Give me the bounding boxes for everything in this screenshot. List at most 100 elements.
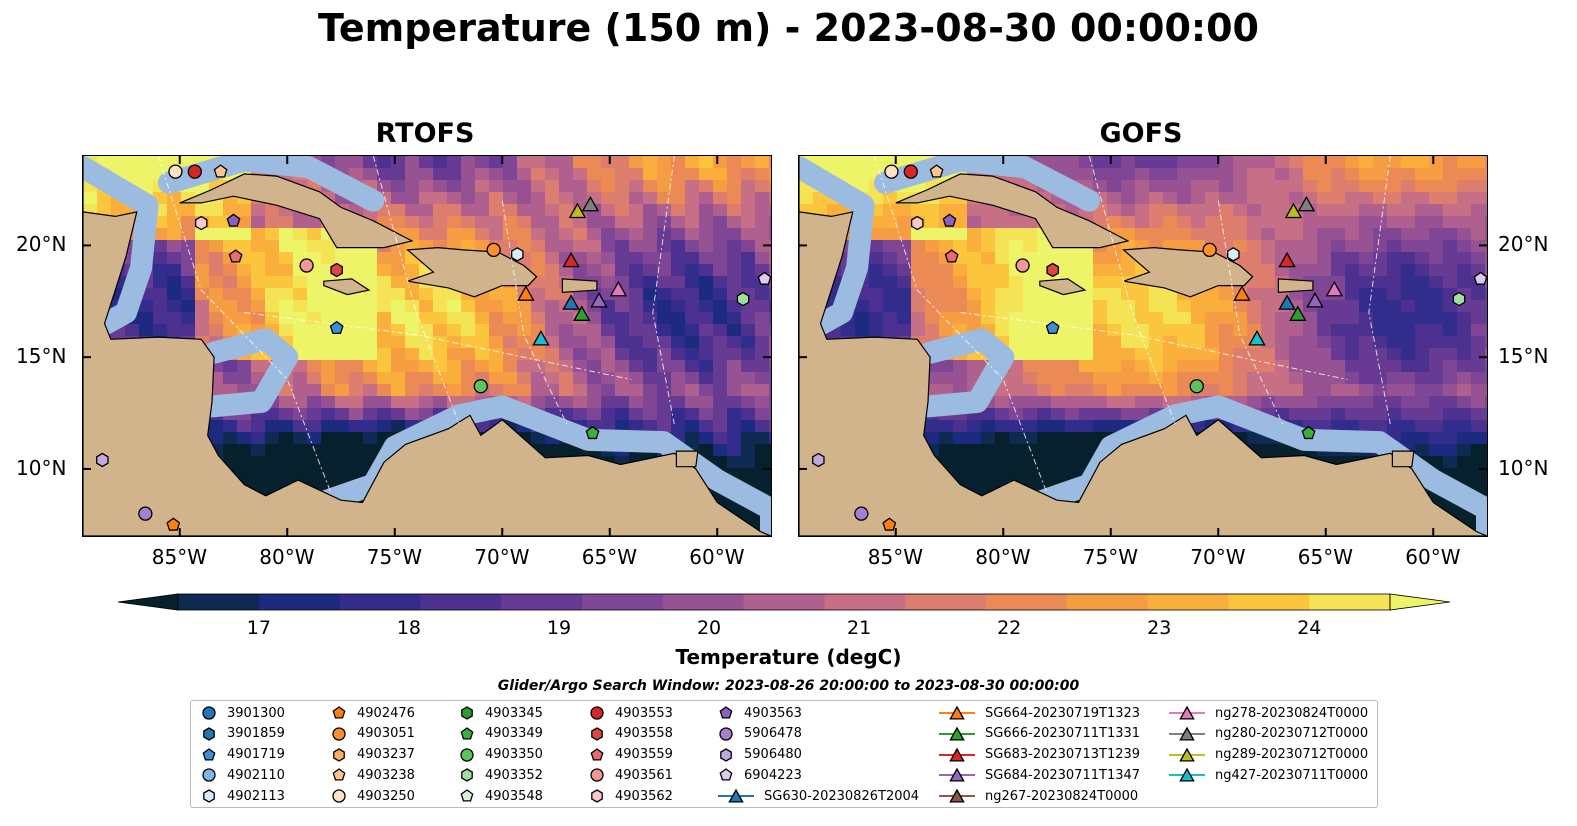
colorbar-segment [986, 594, 1068, 610]
legend-marker-4902476 [332, 706, 346, 719]
marker-4903349 [1301, 425, 1316, 440]
legend-label: 4901719 [227, 747, 285, 763]
legend-swatch [939, 705, 975, 720]
legend-item: 4902476 [331, 705, 415, 721]
legend-swatch [590, 768, 604, 783]
panel-title-rtofs: RTOFS [375, 118, 475, 149]
marker-4903563 [226, 213, 241, 227]
colorbar-segment [501, 594, 583, 610]
legend-label: 4903238 [357, 767, 415, 783]
marker-4903250 [884, 164, 899, 179]
marker-ng289-20230712T0000 [1284, 202, 1303, 219]
figure-title: Temperature (150 m) - 2023-08-30 00:00:0… [317, 6, 1259, 50]
marker-4903051 [1202, 242, 1217, 258]
legend-swatch [939, 788, 975, 803]
marker-ng280-20230712T0000 [581, 195, 600, 212]
legend-item: 4903561 [589, 767, 673, 783]
legend-swatch [591, 789, 603, 803]
legend-item: ng427-20230711T0000 [1169, 767, 1368, 783]
marker-SG664-20230719T1323 [517, 285, 535, 301]
marker-4903561 [299, 258, 314, 273]
y-tick-label-right: 15°N [1498, 344, 1549, 369]
legend-swatch [718, 788, 754, 803]
legend-swatch [1169, 726, 1205, 741]
legend-label: SG666-20230711T1331 [985, 726, 1141, 742]
shallow-shelf [917, 328, 1015, 418]
colorbar-segment [339, 594, 421, 610]
legend-marker-4903561 [590, 768, 604, 783]
rtofs-map [82, 155, 772, 537]
legend-item: SG684-20230711T1347 [939, 767, 1140, 783]
marker-SG630-20230826T2004 [562, 294, 580, 310]
legend-swatch [719, 768, 733, 781]
colorbar-segment [258, 594, 341, 610]
legend-marker-4903548 [460, 789, 474, 802]
colorbar-tick-label: 22 [997, 617, 1022, 639]
colorbar-segment [1066, 594, 1149, 610]
legend-item: 4903558 [589, 726, 673, 742]
marker-4903250 [168, 164, 183, 179]
legend-item: 4903238 [331, 767, 415, 783]
colorbar-tick-label: 19 [546, 617, 572, 639]
gofs-map [798, 155, 1488, 537]
marker-4902476 [882, 517, 897, 531]
x-tick-label: 85°W [151, 545, 207, 569]
x-tick-label: 70°W [1190, 545, 1246, 569]
colorbar-label: Temperature (degC) [675, 645, 902, 669]
legend-swatch [460, 789, 474, 802]
legend-marker-SG666-20230711T1331 [949, 726, 965, 741]
legend-label: ng289-20230712T0000 [1215, 747, 1369, 763]
boundary-line [1088, 156, 1176, 425]
legend-label: 6904223 [744, 767, 802, 783]
legend-item: 4903563 [718, 705, 802, 721]
legend-label: 4903561 [615, 767, 673, 783]
colorbar [117, 593, 1451, 611]
marker-4903561 [1015, 258, 1030, 273]
legend-marker-4903238 [332, 768, 346, 781]
legend-item: SG630-20230826T2004 [718, 788, 919, 804]
y-tick-label-right: 10°N [1498, 455, 1549, 480]
legend-swatch [939, 768, 975, 782]
marker-4903559 [944, 249, 959, 263]
legend-swatch [461, 706, 473, 720]
land-polygon [895, 173, 1130, 249]
marker-SG630-20230826T2004 [1278, 294, 1296, 310]
shallow-shelf [201, 328, 299, 418]
legend-swatch [1169, 705, 1205, 720]
x-tick-label: 80°W [259, 545, 315, 569]
land-polygon [1039, 278, 1087, 296]
legend-swatch [333, 747, 345, 762]
legend-item: 4902113 [201, 788, 285, 804]
legend-item: 3901859 [201, 726, 285, 742]
legend-item: SG666-20230711T1331 [939, 726, 1140, 742]
land-polygon [561, 278, 598, 294]
marker-SG666-20230711T1331 [1289, 305, 1307, 321]
marker-4903350 [1189, 379, 1204, 394]
legend-item: 5906480 [718, 747, 802, 763]
x-tick-label: 75°W [366, 545, 422, 569]
legend-label: ng280-20230712T0000 [1215, 726, 1369, 742]
legend-item: 4903051 [331, 726, 415, 742]
marker-ng280-20230712T0000 [1297, 195, 1316, 212]
legend-label: 4903553 [615, 705, 673, 721]
marker-4902113 [1227, 247, 1240, 262]
colorbar-segment [1228, 594, 1310, 610]
legend-marker-4903345 [461, 706, 473, 720]
legend-label: 3901300 [227, 705, 285, 721]
colorbar-segment [824, 594, 906, 610]
legend-label: 5906480 [744, 747, 802, 763]
legend-marker-3901859 [203, 727, 215, 741]
legend-item: 4903349 [459, 726, 543, 742]
marker-SG684-20230711T1347 [590, 291, 608, 308]
legend-item: 4903553 [589, 705, 673, 721]
legend-marker-4903237 [333, 747, 345, 762]
colorbar-segment [178, 594, 260, 610]
y-tick-label-left: 10°N [16, 455, 67, 480]
marker-4902113 [511, 247, 524, 262]
marker-SG683-20230713T1239 [562, 251, 580, 268]
marker-4903238 [213, 164, 228, 178]
boundary-line [372, 156, 460, 425]
marker-4903559 [228, 249, 243, 263]
marker-4901719 [1045, 320, 1060, 335]
colorbar-segment [582, 594, 664, 610]
